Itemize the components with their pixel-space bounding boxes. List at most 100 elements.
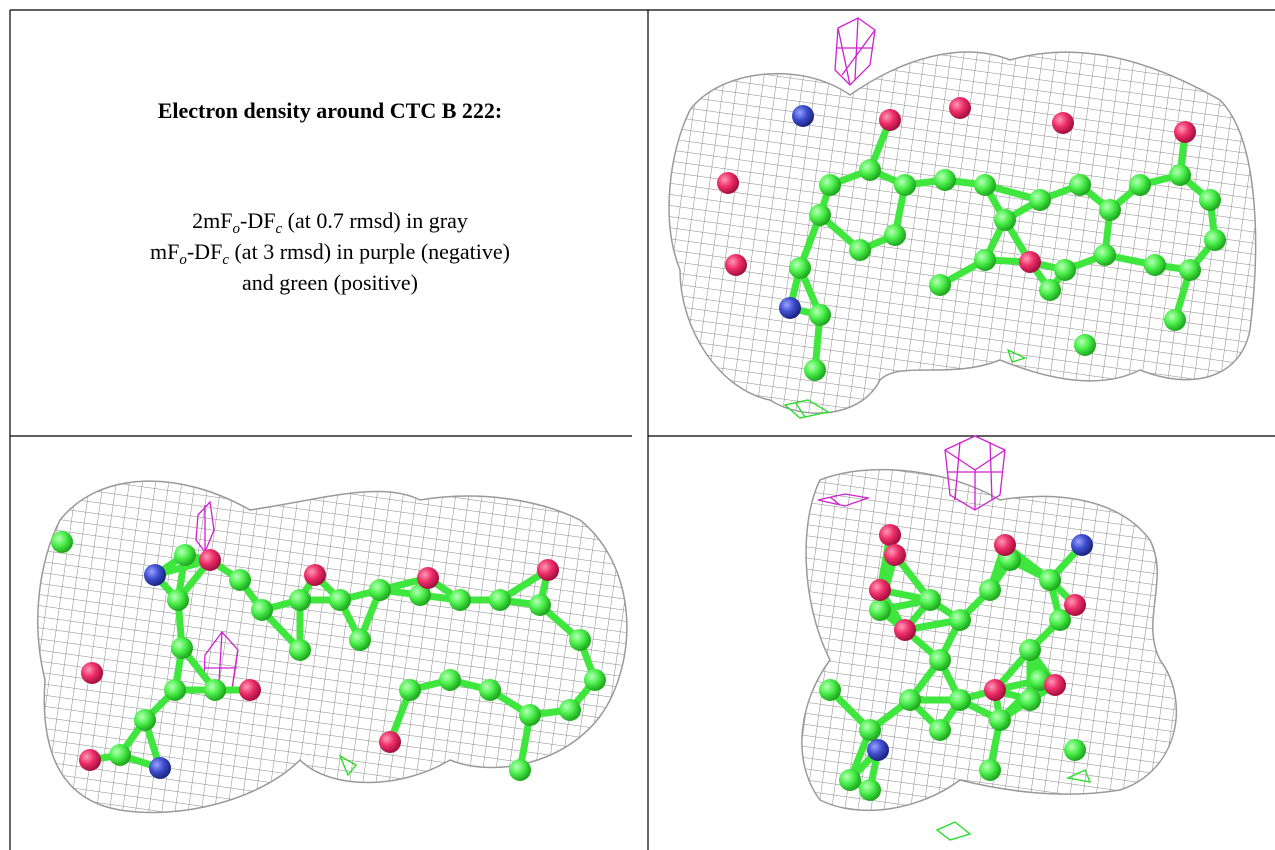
atom [779, 297, 801, 319]
atom [1052, 112, 1074, 134]
atom [164, 679, 186, 701]
atom [974, 174, 996, 196]
atom [884, 224, 906, 246]
text: 2mF [192, 208, 232, 233]
atom [479, 679, 501, 701]
atom [1019, 251, 1041, 273]
atom [529, 594, 551, 616]
atom [929, 274, 951, 296]
caption-line: and green (positive) [242, 270, 418, 295]
atom [804, 359, 826, 381]
atom [1064, 739, 1086, 761]
atom [725, 254, 747, 276]
text: -DF [240, 208, 275, 233]
atom [819, 174, 841, 196]
text: mF [150, 239, 179, 264]
atom [229, 569, 251, 591]
atom [994, 534, 1016, 556]
atom [51, 531, 73, 553]
atom [439, 669, 461, 691]
atom [1064, 594, 1086, 616]
atom [859, 779, 881, 801]
atom [789, 257, 811, 279]
atom [867, 739, 889, 761]
text: and green (positive) [242, 270, 418, 295]
atom [869, 599, 891, 621]
atom [489, 589, 511, 611]
atom [919, 589, 941, 611]
atom [849, 239, 871, 261]
atom [369, 579, 391, 601]
atom [349, 629, 371, 651]
atom [1071, 534, 1093, 556]
atom [1179, 259, 1201, 281]
atom [509, 759, 531, 781]
positive-cage [937, 822, 970, 840]
atom [1099, 199, 1121, 221]
caption-title: Electron density around CTC B 222: [158, 98, 503, 123]
atom [819, 679, 841, 701]
atom [984, 679, 1006, 701]
atom [979, 579, 1001, 601]
atom [519, 704, 541, 726]
atom [1164, 309, 1186, 331]
atom [1019, 639, 1041, 661]
text: -DF [187, 239, 222, 264]
atom [949, 609, 971, 631]
caption-line: mFo-DFc (at 3 rmsd) in purple (negative) [150, 239, 510, 268]
atom [839, 769, 861, 791]
atom [417, 567, 439, 589]
atom [949, 689, 971, 711]
atom [167, 589, 189, 611]
atom [1174, 121, 1196, 143]
atom [859, 159, 881, 181]
atom [879, 524, 901, 546]
atom [949, 97, 971, 119]
atom [1054, 259, 1076, 281]
atom [289, 589, 311, 611]
atom [1199, 189, 1221, 211]
atom [399, 679, 421, 701]
atom [899, 689, 921, 711]
atom [174, 544, 196, 566]
atom [251, 599, 273, 621]
atom [1029, 189, 1051, 211]
atom [149, 757, 171, 779]
atom [859, 719, 881, 741]
atom [1074, 334, 1096, 356]
atom [537, 559, 559, 581]
atom [79, 749, 101, 771]
atom [809, 204, 831, 226]
atom [894, 619, 916, 641]
text: (at 0.7 rmsd) in gray [282, 208, 468, 233]
atom [289, 639, 311, 661]
atom [979, 759, 1001, 781]
atom [879, 109, 901, 131]
negative-cage [835, 18, 875, 85]
atom [109, 744, 131, 766]
atom [929, 719, 951, 741]
atom [894, 174, 916, 196]
atom [1129, 174, 1151, 196]
atom [994, 209, 1016, 231]
atom [974, 249, 996, 271]
atom [884, 544, 906, 566]
atom [717, 172, 739, 194]
atom [792, 105, 814, 127]
atom [329, 589, 351, 611]
atom [204, 679, 226, 701]
atom [1094, 244, 1116, 266]
atom [869, 579, 891, 601]
caption-line: 2mFo-DFc (at 0.7 rmsd) in gray [192, 208, 468, 237]
atom [239, 679, 261, 701]
atom [1044, 674, 1066, 696]
text: (at 3 rmsd) in purple (negative) [229, 239, 510, 264]
atom [449, 589, 471, 611]
atom [171, 637, 193, 659]
atom [1039, 279, 1061, 301]
atom [1039, 569, 1061, 591]
atom [144, 564, 166, 586]
atom [1144, 254, 1166, 276]
atom [559, 699, 581, 721]
atom [81, 662, 103, 684]
